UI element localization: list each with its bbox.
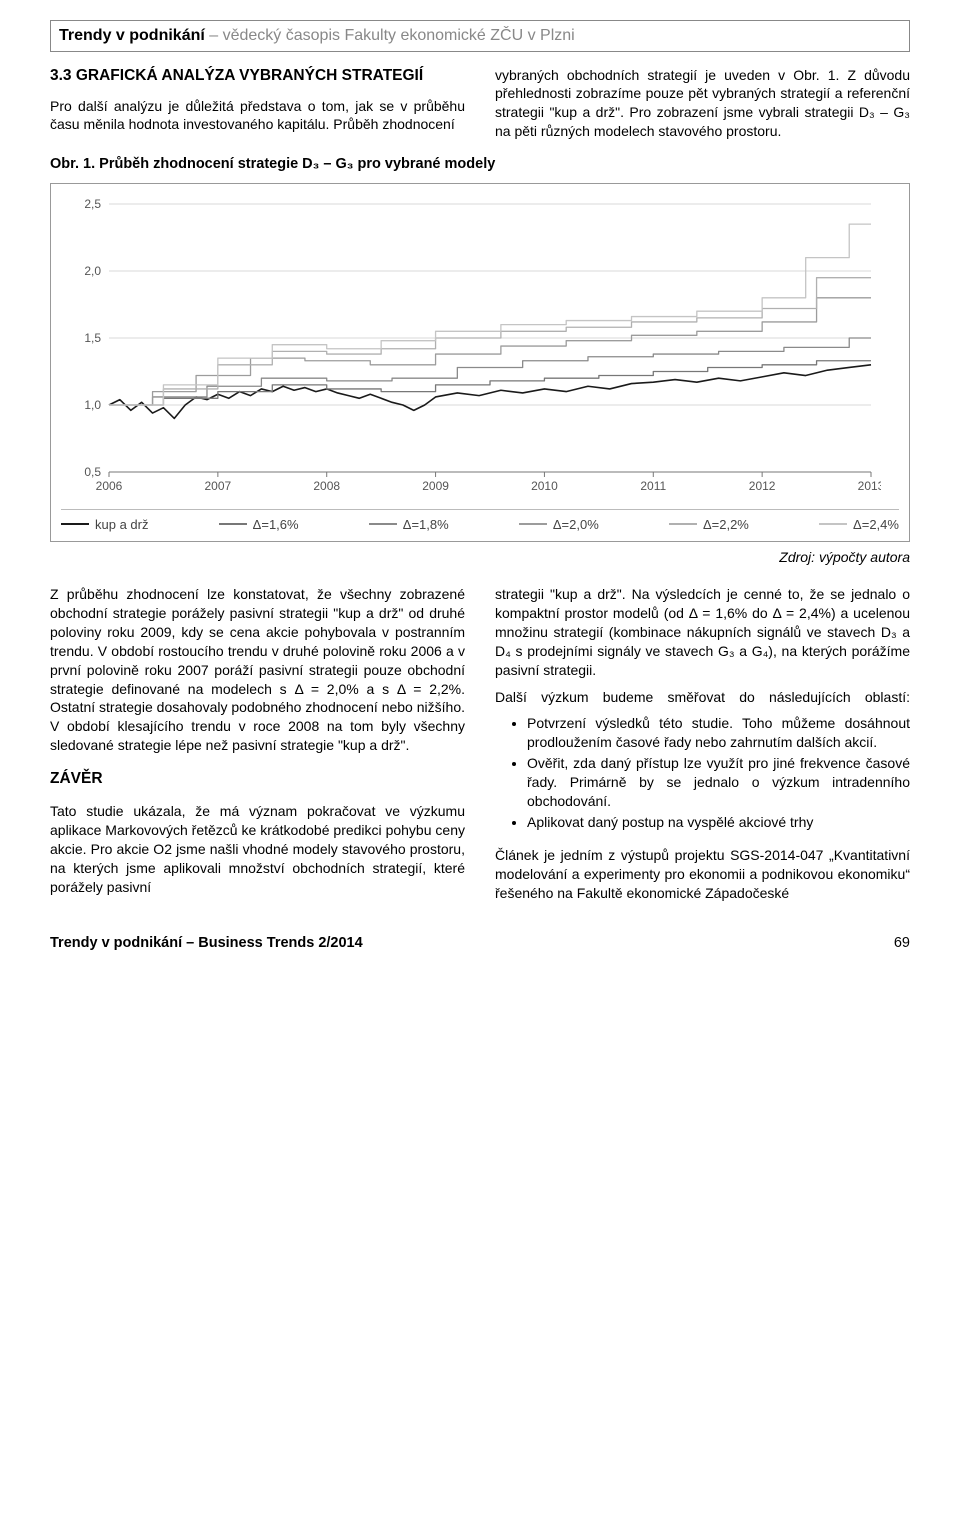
legend-label: Δ=2,2% xyxy=(703,516,749,534)
svg-text:2010: 2010 xyxy=(531,479,558,493)
legend-label: Δ=1,6% xyxy=(253,516,299,534)
legend-item: Δ=1,8% xyxy=(369,516,449,534)
bullet-item: Potvrzení výsledků této studie. Toho můž… xyxy=(527,714,910,752)
svg-text:2011: 2011 xyxy=(640,479,666,493)
svg-text:2,5: 2,5 xyxy=(84,197,101,211)
legend-label: Δ=2,0% xyxy=(553,516,599,534)
svg-text:1,0: 1,0 xyxy=(84,398,101,412)
svg-text:2007: 2007 xyxy=(205,479,232,493)
legend-swatch xyxy=(61,523,89,525)
figure-source: Zdroj: výpočty autora xyxy=(50,548,910,567)
svg-text:2,0: 2,0 xyxy=(84,264,101,278)
col-left: 3.3 GRAFICKÁ ANALÝZA VYBRANÝCH STRATEGIÍ… xyxy=(50,66,465,142)
svg-text:2006: 2006 xyxy=(96,479,123,493)
section-3-3-title: 3.3 GRAFICKÁ ANALÝZA VYBRANÝCH STRATEGIÍ xyxy=(50,66,465,87)
svg-text:0,5: 0,5 xyxy=(84,465,101,479)
chart-svg: 0,5 1,0 1,5 2,0 2,5 2006 2007 2008 2009 2010 2011 2… xyxy=(61,196,881,496)
svg-text:2012: 2012 xyxy=(749,479,776,493)
legend-item: Δ=1,6% xyxy=(219,516,299,534)
figure-1-chart: 0,5 1,0 1,5 2,0 2,5 2006 2007 2008 2009 2010 2011 2… xyxy=(50,183,910,542)
legend-item: Δ=2,2% xyxy=(669,516,749,534)
journal-header: Trendy v podnikání – vědecký časopis Fak… xyxy=(50,20,910,52)
legend-item: kup a drž xyxy=(61,516,148,534)
section-3-3-right-text: vybraných obchodních strategií je uveden… xyxy=(495,66,910,142)
rp2e: do následujících oblastí: xyxy=(739,689,910,705)
col-right: vybraných obchodních strategií je uveden… xyxy=(495,66,910,142)
legend-swatch xyxy=(819,523,847,525)
right-para-1: strategii "kup a drž". Na výsledcích je … xyxy=(495,585,910,679)
bullet-list: Potvrzení výsledků této studie. Toho můž… xyxy=(495,714,910,831)
svg-text:2013: 2013 xyxy=(858,479,881,493)
legend-item: Δ=2,0% xyxy=(519,516,599,534)
journal-subtitle: – vědecký časopis Fakulty ekonomické ZČU… xyxy=(205,27,575,44)
right-para-3: Článek je jedním z výstupů projektu SGS-… xyxy=(495,846,910,903)
legend-label: Δ=2,4% xyxy=(853,516,899,534)
svg-text:1,5: 1,5 xyxy=(84,331,101,345)
legend-swatch xyxy=(369,523,397,525)
footer-journal: Trendy v podnikání – Business Trends 2/2… xyxy=(50,935,363,951)
bullet-item: Ověřit, zda daný přístup lze využít pro … xyxy=(527,754,910,811)
conclusion-title: ZÁVĚR xyxy=(50,769,465,790)
rp2d: směřovat xyxy=(667,689,739,705)
legend-label: kup a drž xyxy=(95,516,148,534)
section-3-3-left-text: Pro další analýzu je důležitá představa … xyxy=(50,97,465,135)
legend-swatch xyxy=(519,523,547,525)
rp2a: Další xyxy=(495,689,541,705)
legend-label: Δ=1,8% xyxy=(403,516,449,534)
right-para-2: Další výzkum budeme směřovat do následuj… xyxy=(495,688,910,707)
journal-name: Trendy v podnikání xyxy=(59,27,205,44)
conclusion-para: Tato studie ukázala, že má význam pokrač… xyxy=(50,802,465,896)
svg-text:2009: 2009 xyxy=(422,479,449,493)
footer-page: 69 xyxy=(894,934,910,954)
rp2b: výzkum xyxy=(541,689,603,705)
rp2c: budeme xyxy=(603,689,668,705)
legend-item: Δ=2,4% xyxy=(819,516,899,534)
legend-swatch xyxy=(219,523,247,525)
top-columns: 3.3 GRAFICKÁ ANALÝZA VYBRANÝCH STRATEGIÍ… xyxy=(50,66,910,142)
chart-legend: kup a drž Δ=1,6% Δ=1,8% Δ=2,0% Δ=2,2% Δ=2,4% xyxy=(61,509,899,534)
bullet-item: Aplikovat daný postup na vyspělé akciové… xyxy=(527,813,910,832)
page-footer: Trendy v podnikání – Business Trends 2/2… xyxy=(50,934,910,954)
body-left-para: Z průběhu zhodnocení lze konstatovat, že… xyxy=(50,585,465,755)
figure-caption: Obr. 1. Průběh zhodnocení strategie D₃ –… xyxy=(50,155,910,175)
body-col-right: strategii "kup a drž". Na výsledcích je … xyxy=(495,585,910,910)
body-col-left: Z průběhu zhodnocení lze konstatovat, že… xyxy=(50,585,465,910)
body-columns: Z průběhu zhodnocení lze konstatovat, že… xyxy=(50,585,910,910)
legend-swatch xyxy=(669,523,697,525)
svg-text:2008: 2008 xyxy=(313,479,340,493)
